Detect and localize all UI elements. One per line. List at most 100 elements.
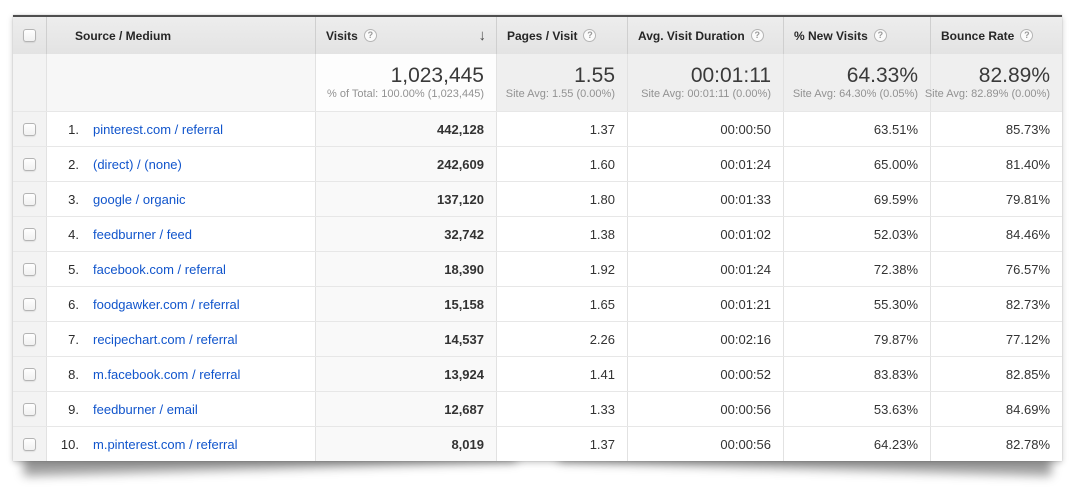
summary-new-visits-subtext: Site Avg: 64.30% (0.05%) [792, 88, 918, 100]
summary-bounce-subtext: Site Avg: 82.89% (0.00%) [924, 88, 1050, 100]
source-medium-link[interactable]: google / organic [93, 191, 186, 207]
table-row: 7. recipechart.com / referral 14,537 2.2… [13, 321, 1062, 356]
pct-new-visits-value: 65.00% [783, 147, 930, 181]
row-checkbox[interactable] [23, 332, 36, 346]
visits-value: 18,390 [315, 252, 496, 286]
column-label: Bounce Rate [941, 28, 1015, 43]
column-header-avg-visit-duration[interactable]: Avg. Visit Duration ? [627, 17, 783, 54]
column-header-source-medium[interactable]: Source / Medium [46, 17, 315, 54]
source-medium-cell: 10. m.pinterest.com / referral [46, 427, 315, 461]
pct-new-visits-value: 72.38% [783, 252, 930, 286]
row-checkbox[interactable] [23, 297, 36, 311]
row-checkbox-cell [13, 357, 46, 391]
row-rank: 10. [60, 436, 79, 452]
select-all-checkbox[interactable] [23, 29, 36, 42]
row-checkbox-cell [13, 182, 46, 216]
summary-pages-value: 1.55 [574, 64, 615, 87]
avg-visit-duration-value: 00:00:52 [627, 357, 783, 391]
visits-value: 242,609 [315, 147, 496, 181]
row-rank: 1. [68, 121, 79, 137]
summary-visits: 1,023,445 % of Total: 100.00% (1,023,445… [315, 54, 496, 111]
help-icon[interactable]: ? [873, 29, 887, 42]
avg-visit-duration-value: 00:00:50 [627, 112, 783, 146]
avg-visit-duration-value: 00:01:33 [627, 182, 783, 216]
table-body: 1. pinterest.com / referral 442,128 1.37… [13, 111, 1062, 461]
row-rank: 6. [68, 296, 79, 312]
row-checkbox[interactable] [23, 227, 36, 241]
summary-new-visits-value: 64.33% [846, 64, 918, 87]
bounce-rate-value: 84.46% [930, 217, 1062, 251]
row-checkbox-cell [13, 392, 46, 426]
source-medium-link[interactable]: m.facebook.com / referral [93, 366, 241, 382]
pct-new-visits-value: 55.30% [783, 287, 930, 321]
avg-visit-duration-value: 00:01:24 [627, 252, 783, 286]
source-medium-cell: 1. pinterest.com / referral [46, 112, 315, 146]
source-medium-cell: 5. facebook.com / referral [46, 252, 315, 286]
summary-avg-visit-duration: 00:01:11 Site Avg: 00:01:11 (0.00%) [627, 54, 783, 111]
pages-per-visit-value: 1.60 [496, 147, 627, 181]
pct-new-visits-value: 79.87% [783, 322, 930, 356]
bounce-rate-value: 81.40% [930, 147, 1062, 181]
summary-pct-new-visits: 64.33% Site Avg: 64.30% (0.05%) [783, 54, 930, 111]
row-checkbox[interactable] [23, 157, 36, 171]
row-checkbox[interactable] [23, 367, 36, 381]
column-label: Avg. Visit Duration [638, 28, 745, 43]
summary-duration-subtext: Site Avg: 00:01:11 (0.00%) [641, 88, 771, 100]
help-icon[interactable]: ? [750, 29, 764, 42]
row-checkbox[interactable] [23, 262, 36, 276]
summary-pages-subtext: Site Avg: 1.55 (0.00%) [505, 88, 615, 100]
column-label: Pages / Visit [507, 28, 578, 43]
source-medium-link[interactable]: recipechart.com / referral [93, 331, 238, 347]
row-checkbox[interactable] [23, 192, 36, 206]
source-medium-cell: 9. feedburner / email [46, 392, 315, 426]
column-header-visits[interactable]: Visits ? ↓ [315, 17, 496, 54]
pages-per-visit-value: 1.92 [496, 252, 627, 286]
source-medium-cell: 2. (direct) / (none) [46, 147, 315, 181]
summary-checkbox-cell [13, 54, 46, 111]
source-medium-link[interactable]: (direct) / (none) [93, 156, 182, 172]
row-checkbox-cell [13, 112, 46, 146]
source-medium-link[interactable]: feedburner / feed [93, 226, 193, 242]
help-icon[interactable]: ? [363, 29, 377, 42]
pages-per-visit-value: 1.65 [496, 287, 627, 321]
summary-bounce-value: 82.89% [978, 64, 1050, 87]
row-rank: 3. [68, 191, 79, 207]
bounce-rate-value: 79.81% [930, 182, 1062, 216]
pages-per-visit-value: 1.37 [496, 112, 627, 146]
row-checkbox[interactable] [23, 402, 36, 416]
summary-row: 1,023,445 % of Total: 100.00% (1,023,445… [13, 54, 1062, 111]
avg-visit-duration-value: 00:00:56 [627, 392, 783, 426]
source-medium-link[interactable]: facebook.com / referral [93, 261, 226, 277]
column-header-bounce-rate[interactable]: Bounce Rate ? [930, 17, 1062, 54]
row-checkbox[interactable] [23, 122, 36, 136]
pages-per-visit-value: 1.38 [496, 217, 627, 251]
pages-per-visit-value: 1.33 [496, 392, 627, 426]
visits-value: 137,120 [315, 182, 496, 216]
row-checkbox-cell [13, 287, 46, 321]
source-medium-link[interactable]: m.pinterest.com / referral [93, 436, 238, 452]
source-medium-cell: 7. recipechart.com / referral [46, 322, 315, 356]
source-medium-link[interactable]: foodgawker.com / referral [93, 296, 240, 312]
help-icon[interactable]: ? [1020, 29, 1034, 42]
bounce-rate-value: 85.73% [930, 112, 1062, 146]
summary-source-cell [46, 54, 315, 111]
source-medium-link[interactable]: pinterest.com / referral [93, 121, 224, 137]
bounce-rate-value: 77.12% [930, 322, 1062, 356]
source-medium-link[interactable]: feedburner / email [93, 401, 198, 417]
table-row: 6. foodgawker.com / referral 15,158 1.65… [13, 286, 1062, 321]
column-label: Visits [326, 28, 358, 43]
pages-per-visit-value: 2.26 [496, 322, 627, 356]
pct-new-visits-value: 63.51% [783, 112, 930, 146]
visits-value: 32,742 [315, 217, 496, 251]
column-header-pages-per-visit[interactable]: Pages / Visit ? [496, 17, 627, 54]
row-checkbox-cell [13, 147, 46, 181]
help-icon[interactable]: ? [583, 29, 597, 42]
bounce-rate-value: 82.85% [930, 357, 1062, 391]
bounce-rate-value: 84.69% [930, 392, 1062, 426]
analytics-sources-table: Source / Medium Visits ? ↓ Pages / Visit… [13, 15, 1062, 461]
column-label: Source / Medium [75, 28, 172, 43]
row-checkbox-cell [13, 252, 46, 286]
column-header-pct-new-visits[interactable]: % New Visits ? [783, 17, 930, 54]
source-medium-cell: 4. feedburner / feed [46, 217, 315, 251]
row-checkbox[interactable] [23, 437, 36, 451]
